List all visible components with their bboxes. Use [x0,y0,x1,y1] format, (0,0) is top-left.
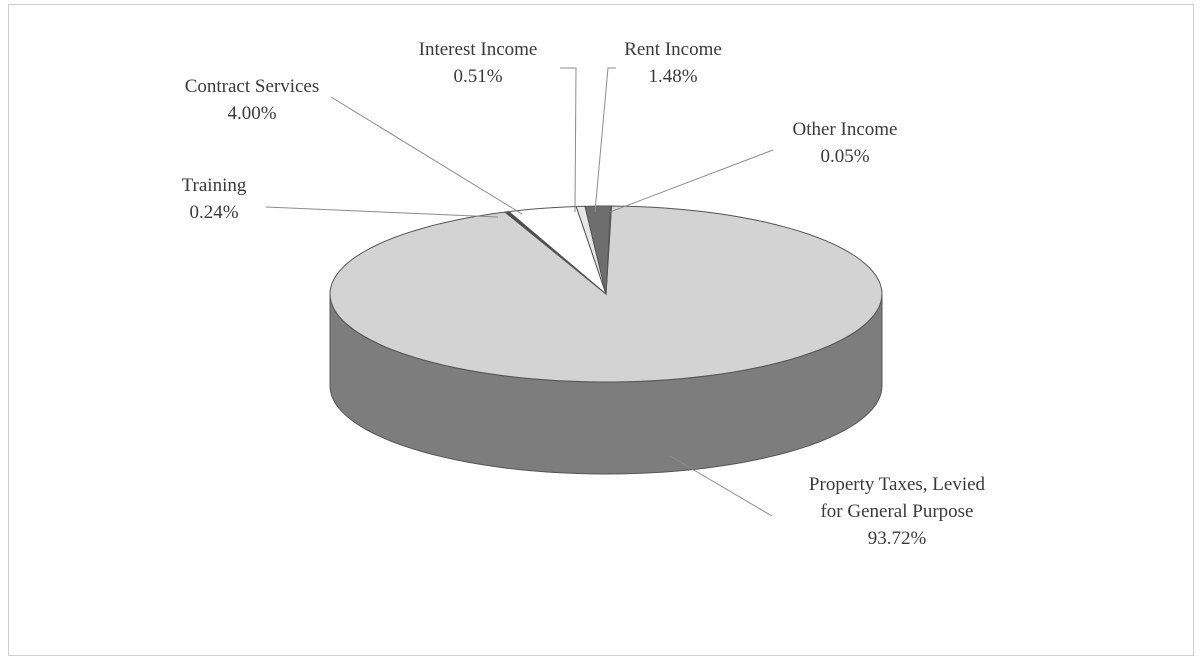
slice-value-label: 0.05% [820,146,869,167]
leader-line [669,455,773,517]
leader-line [265,206,499,218]
slice-name-label: Other Income [793,119,898,140]
slice-name-label: for General Purpose [820,501,973,522]
slice-value-label: 93.72% [868,528,927,549]
leader-line [560,67,577,213]
slice-value-label: 0.24% [189,202,238,223]
slice-name-label: Rent Income [624,39,722,60]
leader-line [594,67,616,213]
pie-slice-contract-services [507,205,608,296]
leader-line [609,149,774,213]
slice-name-label: Training [182,175,247,196]
pie-slice-other-income [605,205,613,295]
slice-name-label: Interest Income [419,39,538,60]
slice-name-label: Property Taxes, Levied [809,474,986,495]
slice-value-label: 1.48% [648,66,697,87]
slice-value-label: 4.00% [227,103,276,124]
leader-line [330,96,523,215]
slice-value-label: 0.51% [453,66,502,87]
slice-name-label: Contract Services [185,76,320,97]
